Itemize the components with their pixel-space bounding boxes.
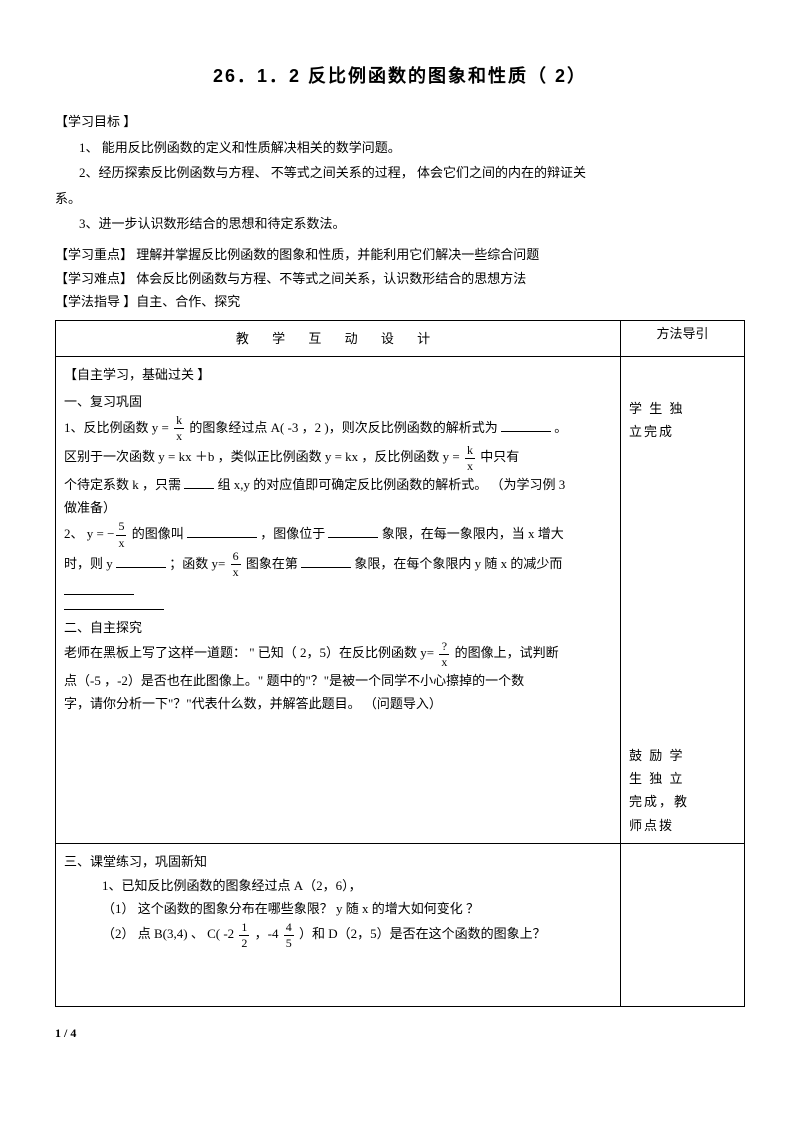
sec1-heading: 【自主学习，基础过关 】 [64,363,612,386]
difficulty-line: 【学习难点】 体会反比例函数与方程、不等式之间关系，认识数形结合的思想方法 [55,267,745,290]
sec1-sub1: 一、复习巩固 [64,390,612,413]
frac-den: x [231,565,241,579]
note2b: 生 独 立 [629,767,736,790]
frac-num: 1 [239,921,249,936]
frac-den: x [116,536,126,550]
blank-5[interactable] [116,556,166,568]
sec3-q1-2: （2） 点 B(3,4) 、 C( -2 12 ，-4 45 ）和 D（2，5）… [102,920,612,950]
frac-den: 2 [239,936,249,950]
t1: 老师在黑板上写了这样一道题： " 已知（ 2，5）在反比例函数 y= [64,645,434,660]
blank-7[interactable] [64,584,134,596]
frac-half: 12 [239,921,249,950]
blank-1[interactable] [501,420,551,432]
note2c: 完成，教 [629,790,736,813]
frac-num: ? [439,640,449,655]
q1g: 组 x,y 的对应值即可确定反比例函数的解析式。 （为学习例 3 [218,477,566,492]
content-right-1: 学 生 独 立完成 鼓 励 学 生 独 立 完成，教 师点拨 [620,356,744,843]
divider-line [64,609,164,610]
q2h: 象限，在每个象限内 y 随 x 的减少而 [354,556,562,571]
difficulty-label: 【学习难点】 [55,271,133,286]
keypoint-text: 理解并掌握反比例函数的图象和性质，并能利用它们解决一些综合问题 [133,247,539,262]
teacher-q-1: 老师在黑板上写了这样一道题： " 已知（ 2，5）在反比例函数 y= ?x 的图… [64,639,612,669]
frac-den: x [465,459,475,473]
content-left-2: 三、课堂练习，巩固新知 1、已知反比例函数的图象经过点 A（2，6）， （1） … [56,844,621,1007]
note1a: 学 生 独 [629,397,736,420]
frac-den: 5 [284,936,294,950]
keypoint-line: 【学习重点】 理解并掌握反比例函数的图象和性质，并能利用它们解决一些综合问题 [55,243,745,266]
q1f: 个待定系数 k ，只需 [64,477,181,492]
blank-3[interactable] [187,526,257,538]
frac-den: x [174,429,184,443]
frac-num: 4 [284,921,294,936]
sec3-heading: 三、课堂练习，巩固新知 [64,850,612,873]
main-table: 教 学 互 动 设 计 方法导引 【自主学习，基础过关 】 一、复习巩固 1、反… [55,320,745,1008]
q2d: 象限，在每一象限内，当 x 增大 [382,526,564,541]
frac-qx: ?x [439,640,449,669]
frac-num: 6 [231,550,241,565]
page-number: 1 / 4 [55,1023,745,1045]
frac-num: k [465,444,475,459]
frac-num: 5 [116,520,126,535]
objectives-label: 【学习目标 】 [55,110,745,133]
teacher-q-2: 点（-5 ，-2）是否也在此图像上。" 题中的"？"是被一个同学不小心擦掉的一个… [64,669,612,692]
q2-line1: 2、 y = −5x 的图像叫 ，图像位于 象限，在每一象限内，当 x 增大 [64,520,612,550]
q1c: 。 [554,420,567,435]
q1-line2: 区别于一次函数 y = kx ＋b ，类似正比例函数 y = kx ，反比例函数… [64,443,612,473]
q2b: 的图像叫 [132,526,187,541]
table-header-right: 方法导引 [620,320,744,356]
frac-den: x [439,655,449,669]
method-line: 【学法指导 】自主、合作、探究 [55,290,745,313]
objective-3: 3、进一步认识数形结合的思想和待定系数法。 [79,212,745,235]
table-header-left: 教 学 互 动 设 计 [56,320,621,356]
q2e: 时，则 y [64,556,116,571]
content-right-2 [620,844,744,1007]
frac-neg5x: 5x [116,520,126,549]
q2g: 图象在第 [246,556,301,571]
objective-1: 1、 能用反比例函数的定义和性质解决相关的数学问题。 [79,136,745,159]
difficulty-text: 体会反比例函数与方程、不等式之间关系，认识数形结合的思想方法 [133,271,526,286]
q2c: ，图像位于 [260,526,328,541]
blank-6[interactable] [301,556,351,568]
q1-line3: 个待定系数 k ，只需 组 x,y 的对应值即可确定反比例函数的解析式。 （为学… [64,473,612,496]
q12c: ）和 D（2，5）是否在这个函数的图象上？ [299,926,546,941]
sec1-sub2: 二、自主探究 [64,616,612,639]
q1e: 中只有 [480,449,519,464]
frac-kx-1: kx [174,414,184,443]
teacher-q-3: 字，请你分析一下"？"代表什么数，并解答此题目。 （问题导入） [64,692,612,715]
q1b: 的图象经过点 A( -3 ，2 )，则次反比例函数的解析式为 [189,420,501,435]
sec3-q1: 1、已知反比例函数的图象经过点 A（2，6）， [102,874,612,897]
objective-2: 2、经历探索反比例函数与方程、 不等式之间关系的过程， 体会它们之间的内在的辩证… [79,161,745,184]
q1d: 区别于一次函数 y = kx ＋b ，类似正比例函数 y = kx ，反比例函数… [64,449,460,464]
frac-num: k [174,414,184,429]
content-row-1: 【自主学习，基础过关 】 一、复习巩固 1、反比例函数 y = kx 的图象经过… [56,356,745,843]
objectives-block: 【学习目标 】 1、 能用反比例函数的定义和性质解决相关的数学问题。 2、经历探… [55,110,745,235]
q2a: 2、 y = [64,526,104,541]
keypoint-label: 【学习重点】 [55,247,133,262]
table-header-row: 教 学 互 动 设 计 方法导引 [56,320,745,356]
page-title: 26．1．2 反比例函数的图象和性质（ 2） [55,60,745,92]
q2-line2: 时，则 y ；函数 y= 6x 图象在第 象限，在每个象限内 y 随 x 的减少… [64,550,612,580]
q2f: ；函数 y= [169,556,225,571]
q1a: 1、反比例函数 y = [64,420,169,435]
frac-6x: 6x [231,550,241,579]
blank-4[interactable] [328,526,378,538]
t2: 的图像上，试判断 [455,645,559,660]
q1-line1: 1、反比例函数 y = kx 的图象经过点 A( -3 ，2 )，则次反比例函数… [64,414,612,444]
note2a: 鼓 励 学 [629,744,736,767]
frac-kx-2: kx [465,444,475,473]
blank-2[interactable] [184,477,214,489]
sec3-q1-1: （1） 这个函数的图象分布在哪些象限？ y 随 x 的增大如何变化 ？ [102,897,612,920]
q1-line4: 做准备） [64,496,612,519]
frac-ff: 45 [284,921,294,950]
note2d: 师点拨 [629,814,736,837]
q12a: （2） 点 B(3,4) 、 C( -2 [102,926,234,941]
objective-2b: 系。 [55,187,745,210]
content-row-2: 三、课堂练习，巩固新知 1、已知反比例函数的图象经过点 A（2，6）， （1） … [56,844,745,1007]
note1b: 立完成 [629,420,736,443]
content-left-1: 【自主学习，基础过关 】 一、复习巩固 1、反比例函数 y = kx 的图象经过… [56,356,621,843]
q12b: ，-4 [255,926,279,941]
